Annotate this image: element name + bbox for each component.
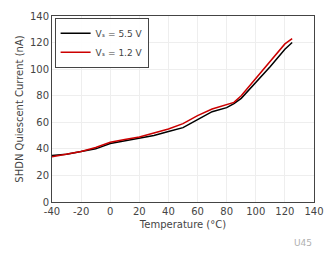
svg-text:120: 120 — [275, 206, 294, 217]
svg-text:100: 100 — [246, 206, 265, 217]
svg-text:140: 140 — [304, 206, 323, 217]
svg-text:0: 0 — [43, 197, 49, 208]
svg-text:0: 0 — [107, 206, 113, 217]
svg-text:100: 100 — [30, 64, 49, 75]
svg-text:140: 140 — [30, 11, 49, 22]
svg-text:60: 60 — [191, 206, 204, 217]
svg-text:80: 80 — [220, 206, 233, 217]
svg-text:Vₛ = 1.2 V: Vₛ = 1.2 V — [96, 48, 143, 58]
svg-text:120: 120 — [30, 37, 49, 48]
svg-text:U45: U45 — [294, 238, 312, 248]
svg-text:20: 20 — [133, 206, 146, 217]
svg-text:-40: -40 — [44, 206, 60, 217]
svg-text:40: 40 — [36, 143, 49, 154]
svg-text:Vₛ = 5.5 V: Vₛ = 5.5 V — [96, 29, 143, 39]
svg-text:60: 60 — [36, 117, 49, 128]
svg-text:Temperature (°C): Temperature (°C) — [139, 219, 226, 230]
svg-text:SHDN Quiescent Current (nA): SHDN Quiescent Current (nA) — [14, 35, 25, 182]
svg-text:-20: -20 — [73, 206, 89, 217]
svg-text:20: 20 — [36, 170, 49, 181]
svg-text:80: 80 — [36, 90, 49, 101]
svg-text:40: 40 — [162, 206, 175, 217]
